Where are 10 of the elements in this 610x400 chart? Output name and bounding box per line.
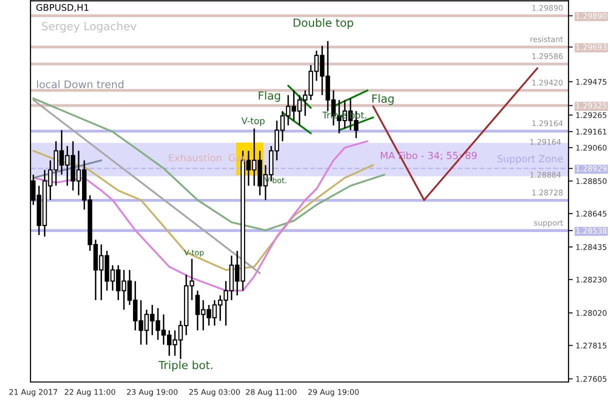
chart-title: GBPUSD,H1 bbox=[36, 4, 88, 12]
series-label: local Down trend bbox=[37, 80, 124, 88]
annotation: Triple bot. bbox=[158, 360, 212, 372]
annotation: Exhaustion Gap bbox=[169, 154, 248, 164]
annotation: Double top bbox=[294, 18, 354, 30]
line-series bbox=[32, 150, 374, 271]
annotation: Flag bbox=[372, 94, 394, 105]
text: Sergey Logachev bbox=[42, 22, 136, 33]
annotation: V-top bbox=[241, 118, 265, 126]
annotation: Flag bbox=[258, 91, 280, 102]
